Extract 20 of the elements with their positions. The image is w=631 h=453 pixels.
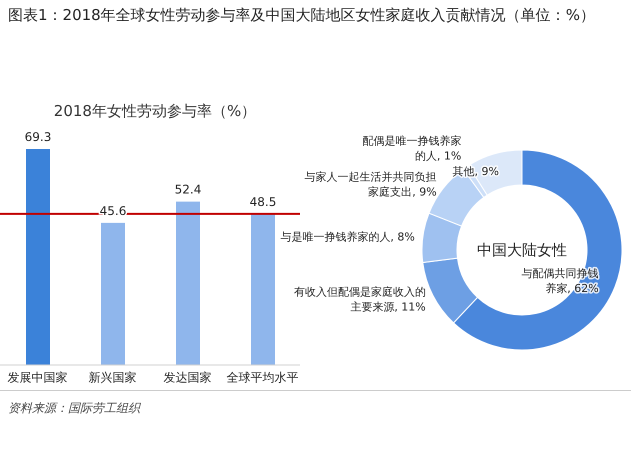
slice-label: 与家人一起生活并共同负担家庭支出, 9%: [304, 170, 437, 198]
data-label: 52.4: [174, 182, 202, 197]
chart-subtitle: 2018年女性劳动参与率（%）: [52, 102, 258, 121]
x-tick-label: 发展中国家: [8, 370, 68, 385]
slice-label: 有收入但配偶是家庭收入的主要来源, 11%: [294, 286, 426, 314]
data-label: 48.5: [250, 194, 276, 209]
bar: [176, 202, 200, 365]
slice-label: 其他, 9%: [452, 164, 499, 178]
slice-label: 与是唯一挣钱养家的人, 8%: [280, 230, 415, 244]
chart-title: 图表1：2018年全球女性劳动参与率及中国大陆地区女性家庭收入贡献情况（单位：%）: [8, 6, 596, 25]
x-tick-label: 发达国家: [164, 370, 212, 385]
bar: [26, 149, 50, 365]
x-tick-label: 新兴国家: [88, 370, 136, 385]
data-label: 69.3: [24, 130, 52, 144]
text: 中国大陆女性: [477, 241, 567, 259]
bar: [101, 222, 125, 365]
text: 资料来源：国际劳工组织: [8, 400, 140, 417]
x-tick-label: 全球平均水平: [226, 370, 298, 385]
bar: [251, 214, 275, 365]
slice-label: 配偶是唯一挣钱养家的人, 1%: [362, 134, 462, 162]
